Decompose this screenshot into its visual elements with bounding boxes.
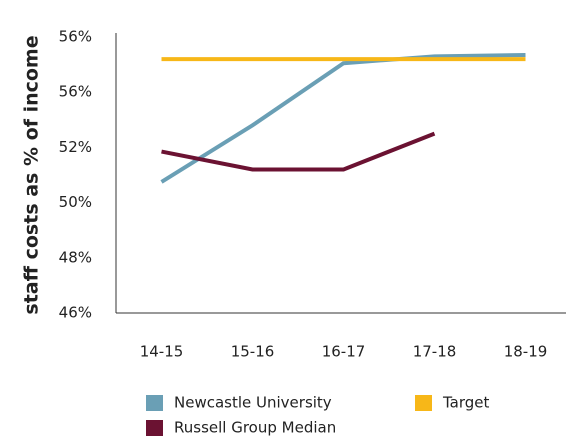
y-tick-label: 50% [59,193,92,211]
legend-swatch [146,420,163,436]
series-line [160,52,526,184]
legend-label: Newcastle University [174,394,332,412]
legend-swatch [146,395,163,411]
y-tick-label: 46% [59,304,92,322]
x-tick-label: 16-17 [322,343,366,361]
y-tick-label: 48% [59,248,92,266]
series-line [161,131,436,172]
x-tick-label: 14-15 [140,343,184,361]
y-tick-label: 56% [59,83,92,101]
x-tick-label: 18-19 [504,343,548,361]
x-tick-label: 15-16 [231,343,275,361]
y-tick-label: 56% [59,28,92,46]
y-tick-label: 52% [59,138,92,156]
legend-label: Russell Group Median [174,419,336,437]
legend-label: Target [442,394,490,412]
y-axis-label: staff costs as % of income [21,35,43,314]
legend-swatch [415,395,432,411]
x-tick-label: 17-18 [413,343,457,361]
